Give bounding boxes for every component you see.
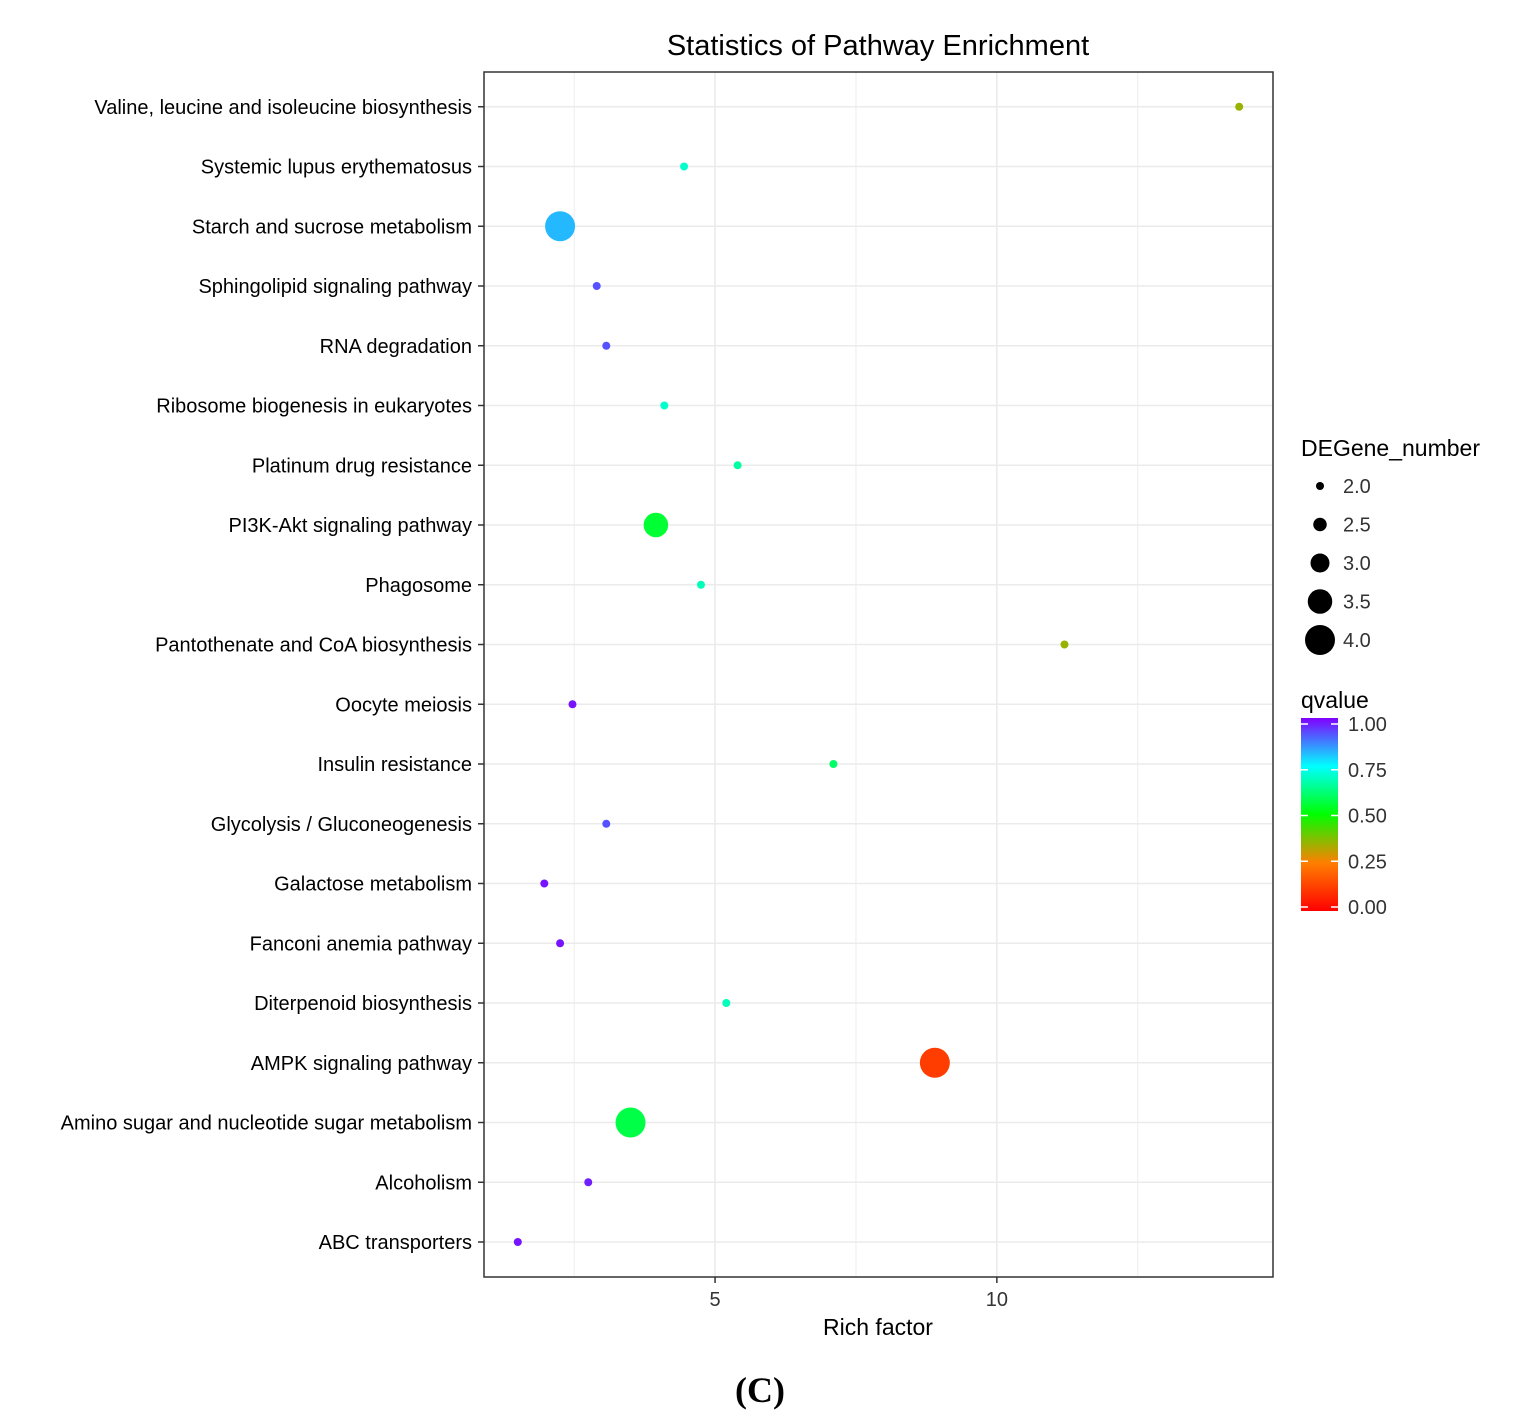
size-legend-label: 3.0	[1343, 553, 1371, 575]
data-point	[733, 461, 742, 470]
y-tick-label: Fanconi anemia pathway	[250, 933, 472, 955]
data-point	[660, 401, 669, 410]
size-legend-label: 2.5	[1343, 515, 1371, 537]
y-tick-label: RNA degradation	[320, 336, 472, 358]
data-point	[602, 819, 611, 828]
y-tick-label: Diterpenoid biosynthesis	[254, 993, 472, 1015]
colorbar-tick-label: 0.50	[1348, 806, 1387, 828]
data-point	[1235, 102, 1244, 111]
data-point	[545, 211, 576, 242]
size-legend-key	[1305, 625, 1335, 655]
color-legend-title: qvalue	[1301, 687, 1369, 713]
size-legend-label: 2.0	[1343, 476, 1371, 498]
size-legend-label: 4.0	[1343, 630, 1371, 652]
colorbar-tick-label: 0.75	[1348, 760, 1387, 782]
grid-lines	[484, 72, 1273, 1277]
colorbar-tick-label: 0.00	[1348, 897, 1387, 919]
data-point	[1060, 640, 1069, 649]
y-tick-label: AMPK signaling pathway	[251, 1053, 472, 1075]
y-tick-label: Sphingolipid signaling pathway	[198, 276, 472, 298]
size-legend: 2.0 2.5 3.0 3.5 4.0	[1305, 476, 1371, 655]
plot-panel-border	[483, 71, 1274, 1278]
y-tick-label: Ribosome biogenesis in eukaryotes	[156, 396, 472, 418]
data-point	[680, 162, 689, 171]
data-point	[592, 282, 601, 290]
y-tick-label: Insulin resistance	[317, 754, 472, 776]
y-tick-label: Oocyte meiosis	[335, 694, 472, 716]
data-points	[513, 102, 1244, 1246]
colorbar-tick-label: 0.25	[1348, 851, 1387, 873]
data-point	[602, 341, 611, 350]
panel-label: (C)	[735, 1370, 785, 1410]
y-tick-label: PI3K-Akt signaling pathway	[229, 515, 472, 537]
data-point	[696, 580, 705, 589]
data-point	[556, 939, 565, 948]
y-tick-label: Valine, leucine and isoleucine biosynthe…	[94, 97, 472, 119]
x-tick-label: 10	[986, 1289, 1008, 1311]
qvalue-colorbar	[1301, 718, 1338, 911]
data-point	[513, 1238, 522, 1246]
y-tick-label: Glycolysis / Gluconeogenesis	[211, 814, 472, 836]
data-point	[643, 512, 669, 538]
size-legend-key	[1316, 482, 1324, 490]
size-legend-key	[1313, 517, 1327, 532]
chart-title: Statistics of Pathway Enrichment	[667, 30, 1089, 62]
y-tick-label: Galactose metabolism	[274, 874, 472, 896]
x-axis-title: Rich factor	[823, 1314, 933, 1340]
data-point	[722, 999, 731, 1007]
data-point	[540, 879, 549, 888]
data-point	[919, 1047, 950, 1078]
y-tick-label: Alcoholism	[375, 1172, 472, 1194]
y-tick-label: Systemic lupus erythematosus	[201, 157, 472, 179]
y-tick-label: Phagosome	[365, 575, 472, 597]
y-tick-label: Amino sugar and nucleotide sugar metabol…	[61, 1113, 472, 1135]
y-tick-label: Pantothenate and CoA biosynthesis	[155, 635, 472, 657]
y-axis-labels: ABC transporters Alcoholism Amino sugar an…	[61, 97, 484, 1254]
y-tick-label: ABC transporters	[319, 1232, 472, 1254]
x-tick-label: 5	[710, 1289, 721, 1311]
x-axis-ticks: 5 10	[710, 1277, 1008, 1311]
size-legend-key	[1310, 553, 1330, 573]
data-point	[829, 760, 838, 768]
data-point	[568, 700, 577, 709]
size-legend-title: DEGene_number	[1301, 435, 1480, 461]
y-tick-label: Starch and sucrose metabolism	[192, 216, 472, 238]
data-point	[584, 1178, 593, 1187]
size-legend-label: 3.5	[1343, 592, 1371, 614]
data-point	[615, 1107, 646, 1138]
y-tick-label: Platinum drug resistance	[252, 455, 472, 477]
colorbar-tick-label: 1.00	[1348, 714, 1387, 736]
size-legend-key	[1307, 589, 1333, 614]
color-legend-ticks: 1.00 0.75 0.50 0.25 0.00	[1301, 714, 1387, 919]
